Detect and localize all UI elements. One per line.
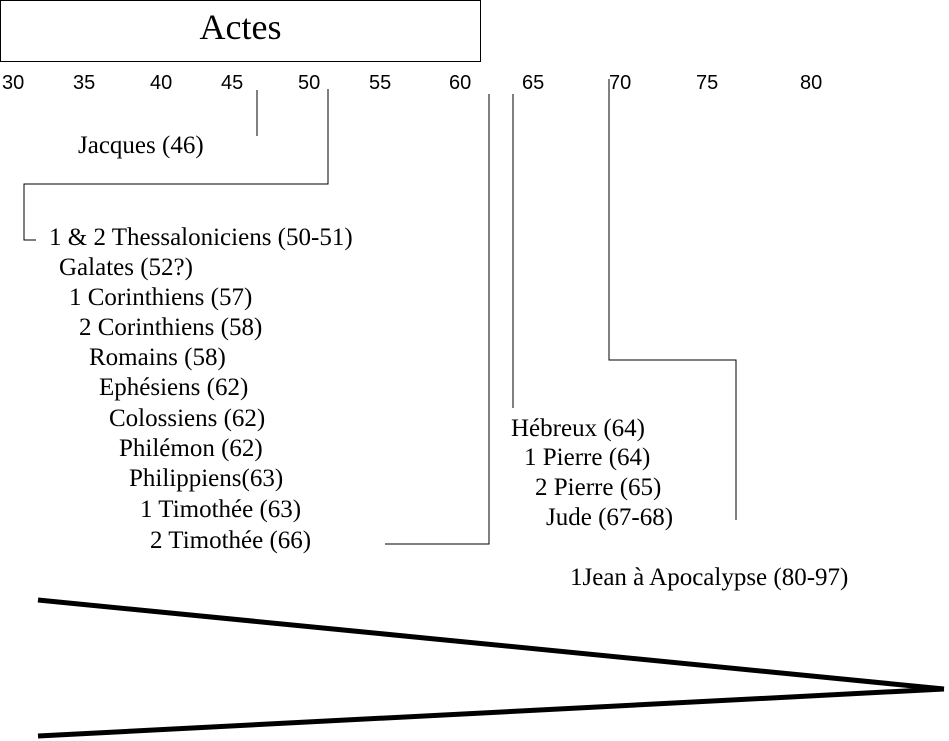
book-2-corinthiens: 2 Corinthiens (58) xyxy=(79,314,263,341)
wedge-upper-line xyxy=(37,597,945,692)
book-philippiens: Philippiens(63) xyxy=(129,465,284,492)
book-jacques: Jacques (46) xyxy=(78,132,204,159)
tick-label-40: 40 xyxy=(150,72,173,94)
book-1-timothee: 1 Timothée (63) xyxy=(140,496,302,523)
tick-label-60: 60 xyxy=(449,72,472,94)
book-ephesiens: Ephésiens (62) xyxy=(99,374,249,401)
tick-label-30: 30 xyxy=(2,72,25,94)
book-2-timothee: 2 Timothée (66) xyxy=(150,527,312,554)
book-2-pierre: 2 Pierre (65) xyxy=(535,474,662,501)
paul-letters-connector xyxy=(23,89,329,241)
book-romains: Romains (58) xyxy=(89,344,226,371)
actes-box: Actes xyxy=(0,0,481,62)
book-1-corinthiens: 1 Corinthiens (57) xyxy=(69,284,253,311)
tick-label-75: 75 xyxy=(696,72,719,94)
book-thessaloniciens: 1 & 2 Thessaloniciens (50-51) xyxy=(49,224,353,251)
tick-label-55: 55 xyxy=(369,72,392,94)
book-1jean-apocalypse: 1Jean à Apocalypse (80-97) xyxy=(570,564,849,591)
book-colossiens: Colossiens (62) xyxy=(109,405,266,432)
tick-label-50: 50 xyxy=(298,72,321,94)
book-galates: Galates (52?) xyxy=(59,254,193,281)
book-1-pierre: 1 Pierre (64) xyxy=(524,444,651,471)
book-hebreux: Hébreux (64) xyxy=(511,415,645,442)
jude-connector xyxy=(608,79,737,520)
timothee-connector xyxy=(385,94,490,545)
tick-label-70: 70 xyxy=(609,72,632,94)
tick-label-45: 45 xyxy=(221,72,244,94)
wedge-lower-line xyxy=(37,686,945,739)
book-jude: Jude (67-68) xyxy=(546,504,674,531)
book-philemon: Philémon (62) xyxy=(119,435,263,462)
tick-label-35: 35 xyxy=(73,72,96,94)
tick-label-65: 65 xyxy=(522,72,545,94)
actes-label: Actes xyxy=(199,7,282,47)
tick-label-80: 80 xyxy=(800,72,823,94)
